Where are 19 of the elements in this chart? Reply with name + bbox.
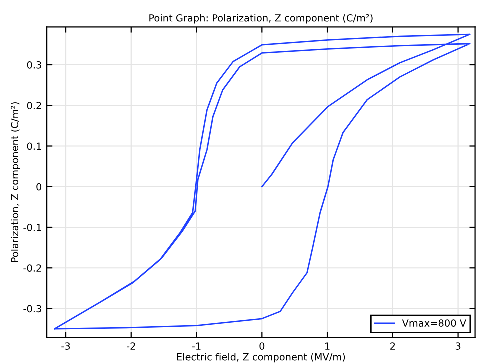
y-tick-label: 0.3 (27, 61, 42, 69)
chart-title: Point Graph: Polarization, Z component (C/m²) (150, 14, 373, 24)
legend-label: Vmax=800 V (402, 320, 466, 327)
y-axis-title: Polarization, Z component (C/m²) (11, 102, 20, 262)
x-tick-label: 3 (456, 342, 461, 350)
x-tick-label: 2 (390, 342, 396, 350)
x-tick-label: 1 (326, 342, 330, 350)
y-tick-label: -0.1 (24, 224, 42, 232)
x-tick-label: -3 (62, 342, 70, 350)
y-tick-label: -0.3 (24, 305, 42, 313)
x-tick-label: -1 (192, 342, 201, 350)
x-tick-label: -2 (127, 342, 136, 350)
y-tick-label: 0 (36, 183, 42, 191)
y-tick-label: -0.2 (24, 264, 42, 272)
x-axis-title: Electric field, Z component (MV/m) (177, 353, 346, 363)
y-tick-label: 0.2 (27, 102, 42, 110)
line-series (54, 34, 471, 330)
y-tick-label: 0.1 (27, 142, 42, 150)
x-tick-label: 0 (260, 342, 265, 350)
